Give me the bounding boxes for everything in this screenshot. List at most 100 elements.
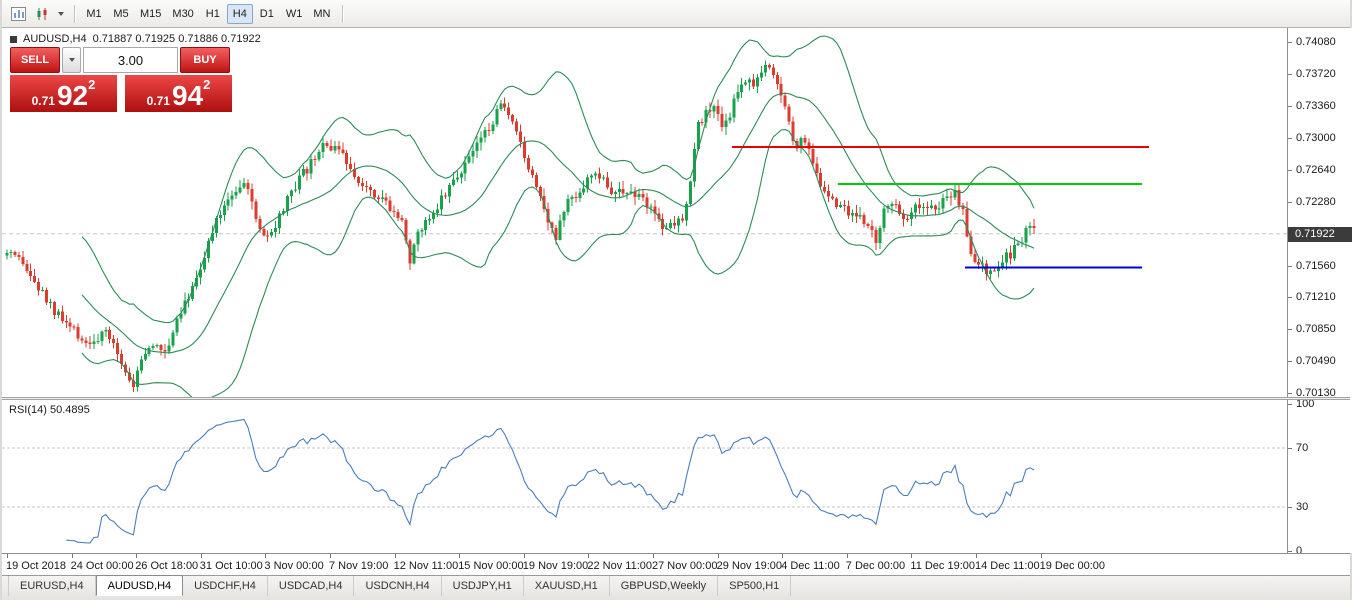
time-axis-tick	[459, 554, 461, 558]
buy-price-display[interactable]: 0.71 94 2	[125, 75, 232, 112]
time-axis-tick	[911, 554, 913, 558]
sell-price-big: 92	[56, 80, 89, 111]
price-axis-label: 0.71210	[1296, 291, 1336, 304]
timeframe-m5[interactable]: M5	[113, 7, 129, 20]
price-axis-tick	[1288, 329, 1292, 331]
time-axis-tick	[394, 554, 396, 558]
tab-sp500-h1[interactable]: SP500,H1	[718, 576, 792, 596]
chart-type-dropdown-caret[interactable]	[54, 3, 68, 25]
caret-down-icon	[68, 58, 75, 62]
price-axis-label: 0.72640	[1296, 163, 1336, 176]
rsi-axis-tick	[1288, 404, 1292, 405]
price-axis-label: 0.70130	[1296, 386, 1336, 399]
timeframe-h4[interactable]: H4	[226, 3, 253, 24]
timeframe-buttons: M1 M5 M15 M30 H1 H4 D1 W1 MN	[81, 3, 336, 24]
rsi-axis-label: 0	[1296, 545, 1303, 557]
sell-button[interactable]: SELL	[10, 47, 60, 73]
time-axis-tick	[71, 554, 73, 558]
tab-usdchf-h4[interactable]: USDCHF,H4	[183, 576, 268, 596]
price-axis-label: 0.71560	[1296, 259, 1336, 272]
volume-dropdown-button[interactable]	[62, 47, 81, 73]
time-axis-label: 26 Oct 18:00	[135, 560, 199, 572]
tab-usdcnh-h4[interactable]: USDCNH,H4	[354, 576, 442, 596]
current-price-badge: 0.71922	[1288, 226, 1352, 242]
symbol-title: AUDUSD,H4	[23, 33, 87, 45]
price-axis-label: 0.72280	[1296, 195, 1336, 208]
ohlc-values: 0.71887 0.71925 0.71886 0.71922	[92, 33, 261, 45]
toolbar: M1 M5 M15 M30 H1 H4 D1 W1 MN	[2, 0, 1350, 28]
tab-xauusd-h1[interactable]: XAUUSD,H1	[524, 576, 610, 596]
time-axis-label: 11 Dec 19:00	[910, 560, 976, 572]
time-axis-label: 27 Nov 00:00	[652, 560, 718, 572]
toolbar-separator	[342, 4, 344, 23]
time-axis-label: 24 Oct 00:00	[70, 560, 134, 572]
rsi-indicator-pane[interactable]	[2, 400, 1287, 553]
price-axis-tick	[1288, 105, 1292, 107]
timeframe-h1[interactable]: H1	[205, 7, 220, 20]
rsi-line	[66, 418, 1035, 544]
time-axis-tick	[200, 554, 202, 558]
time-axis-tick	[1040, 554, 1042, 558]
time-axis-label: 12 Nov 11:00	[393, 560, 459, 572]
sell-price-prefix: 0.71	[31, 94, 55, 108]
price-axis-tick	[1288, 169, 1292, 171]
time-axis-label: 19 Nov 19:00	[522, 560, 589, 572]
price-axis-label: 0.70850	[1296, 323, 1336, 336]
chart-window-icon[interactable]	[6, 3, 30, 25]
price-axis-tick	[1288, 361, 1292, 362]
symbol-ohlc-line: AUDUSD,H4 0.71887 0.71925 0.71886 0.7192…	[10, 33, 261, 45]
price-axis-tick	[1288, 297, 1292, 299]
pane-splitter[interactable]	[2, 397, 1350, 400]
price-axis-tick	[1288, 42, 1292, 43]
sell-price-pip: 2	[88, 77, 96, 92]
rsi-axis-tick	[1288, 551, 1292, 552]
time-axis-tick	[7, 554, 8, 558]
price-axis-label: 0.73720	[1296, 67, 1336, 80]
tab-audusd-h4[interactable]: AUDUSD,H4	[95, 575, 184, 596]
rsi-axis-label: 100	[1296, 398, 1315, 410]
trend-lines	[732, 145, 1149, 269]
time-axis-label: 29 Nov 19:00	[716, 560, 783, 572]
time-axis[interactable]: 19 Oct 2018 24 Oct 00:00 26 Oct 18:00 31 Oc…	[2, 553, 1350, 575]
timeframe-d1[interactable]: D1	[259, 7, 274, 20]
rsi-axis-label: 30	[1296, 500, 1309, 513]
tab-gbpusd-weekly[interactable]: GBPUSD,Weekly	[610, 576, 719, 596]
caret-down-icon	[58, 11, 64, 16]
timeframe-m1[interactable]: M1	[86, 7, 102, 20]
time-axis-tick	[846, 554, 848, 558]
bollinger-bands	[81, 35, 1035, 397]
price-axis-tick	[1288, 73, 1292, 75]
rsi-axis-tick	[1288, 506, 1292, 508]
sell-price-display[interactable]: 0.71 92 2	[10, 75, 117, 112]
time-axis-tick	[330, 554, 331, 558]
time-axis-label: 14 Dec 11:00	[975, 560, 1040, 572]
timeframe-m15[interactable]: M15	[140, 7, 162, 20]
buy-button[interactable]: BUY	[180, 47, 230, 73]
time-axis-label: 19 Dec 00:00	[1039, 560, 1106, 572]
time-axis-label: 4 Dec 11:00	[781, 560, 840, 572]
buy-price-pip: 2	[203, 77, 211, 92]
tab-usdjpy-h1[interactable]: USDJPY,H1	[442, 576, 524, 596]
timeframe-mn[interactable]: MN	[313, 7, 331, 20]
price-axis[interactable]: 0.74080 0.73720 0.73360 0.73000 0.72640 0.722…	[1287, 28, 1352, 557]
candlesticks	[5, 60, 1036, 393]
rsi-levels	[2, 447, 1287, 508]
timeframe-m30[interactable]: M30	[172, 7, 194, 20]
timeframe-w1[interactable]: W1	[285, 7, 303, 20]
time-axis-tick	[588, 554, 590, 558]
time-axis-label: 19 Oct 2018	[6, 560, 66, 572]
time-axis-label: 3 Nov 00:00	[264, 560, 324, 572]
time-axis-tick	[265, 554, 267, 558]
volume-input[interactable]	[83, 47, 178, 73]
rsi-label: RSI(14) 50.4895	[9, 404, 90, 416]
price-axis-tick	[1288, 265, 1292, 267]
candlestick-glyph	[37, 7, 47, 20]
buy-price-prefix: 0.71	[146, 94, 170, 108]
tab-usdcad-h4[interactable]: USDCAD,H4	[268, 576, 355, 596]
time-axis-label: 7 Dec 00:00	[845, 560, 906, 572]
time-axis-label: 22 Nov 11:00	[587, 560, 653, 572]
price-axis-tick	[1288, 201, 1292, 203]
candlestick-mode-icon[interactable]	[30, 3, 54, 25]
tab-eurusd-h4[interactable]: EURUSD,H4	[8, 576, 96, 596]
time-axis-tick	[523, 554, 525, 558]
